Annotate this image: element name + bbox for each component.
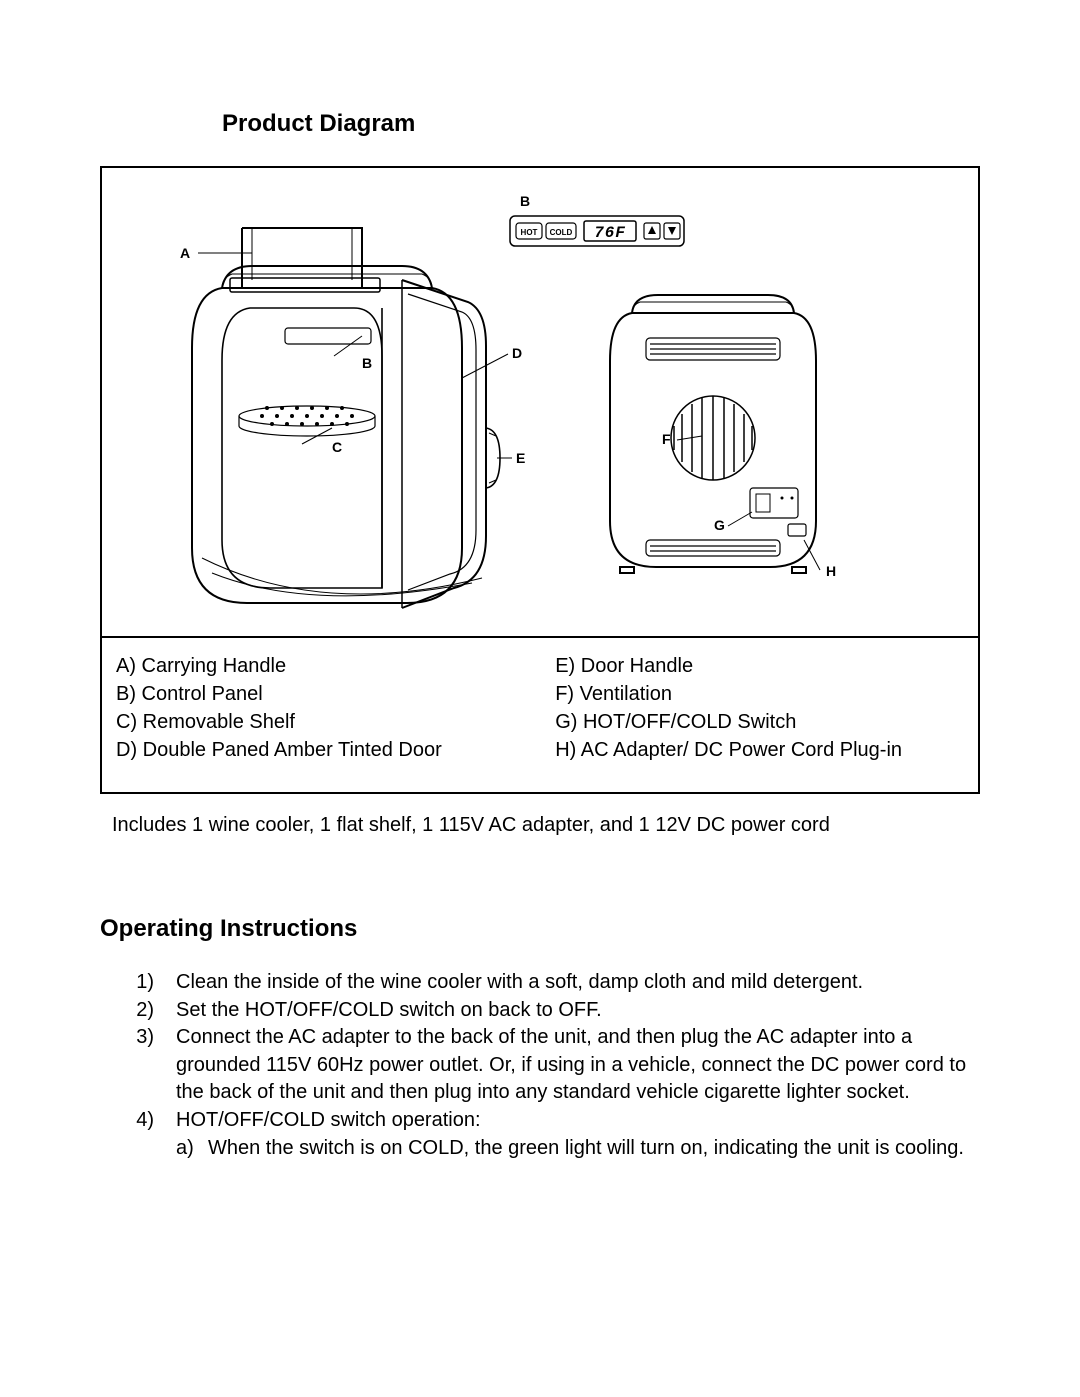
list-number: 2) [128,997,154,1025]
instruction-item: 2) Set the HOT/OFF/COLD switch on back t… [128,997,985,1025]
callout-b-inner: B [362,355,372,371]
legend-item: C) Removable Shelf [116,708,545,736]
instruction-text: HOT/OFF/COLD switch operation: [176,1109,481,1131]
list-number: 3) [128,1024,154,1107]
callout-a: A [180,245,190,261]
sub-instruction-item: a) When the switch is on COLD, the green… [176,1135,985,1163]
legend-item: G) HOT/OFF/COLD Switch [555,708,964,736]
cold-button-label: COLD [550,228,573,237]
legend-item: E) Door Handle [555,652,964,680]
instruction-text: Set the HOT/OFF/COLD switch on back to O… [176,997,602,1025]
legend-item: H) AC Adapter/ DC Power Cord Plug-in [555,736,964,764]
legend-item: D) Double Paned Amber Tinted Door [116,736,545,764]
callout-e: E [516,450,525,466]
instructions-list: 1) Clean the inside of the wine cooler w… [128,969,985,1162]
list-number: 1) [128,969,154,997]
legend-item: F) Ventilation [555,680,964,708]
callout-f: F [662,431,671,447]
sub-list-letter: a) [176,1135,198,1163]
includes-text: Includes 1 wine cooler, 1 flat shelf, 1 … [112,812,985,839]
section-title-operating: Operating Instructions [100,915,985,943]
legend-item: A) Carrying Handle [116,652,545,680]
up-arrow-icon [648,226,656,234]
instruction-item: 1) Clean the inside of the wine cooler w… [128,969,985,997]
callout-c: C [332,439,342,455]
section-title-diagram: Product Diagram [222,110,985,138]
diagram-legend: A) Carrying Handle B) Control Panel C) R… [102,638,978,792]
sub-instruction-text: When the switch is on COLD, the green li… [208,1135,964,1163]
instruction-item: 4) HOT/OFF/COLD switch operation: a) Whe… [128,1107,985,1162]
list-number: 4) [128,1107,154,1162]
lcd-readout: 76F [594,224,626,242]
instruction-item: 3) Connect the AC adapter to the back of… [128,1024,985,1107]
product-diagram-svg: A B C D E B HOT COLD 7 [102,168,982,638]
down-arrow-icon [668,227,676,235]
callout-b-panel: B [520,193,530,209]
diagram-figure: A B C D E B HOT COLD 7 [102,168,978,638]
callout-h: H [826,563,836,579]
diagram-container: A B C D E B HOT COLD 7 [100,166,980,794]
hot-button-label: HOT [521,228,538,237]
instruction-text: Connect the AC adapter to the back of th… [176,1024,985,1107]
legend-item: B) Control Panel [116,680,545,708]
instruction-text: Clean the inside of the wine cooler with… [176,969,863,997]
callout-d: D [512,345,522,361]
callout-g: G [714,517,725,533]
